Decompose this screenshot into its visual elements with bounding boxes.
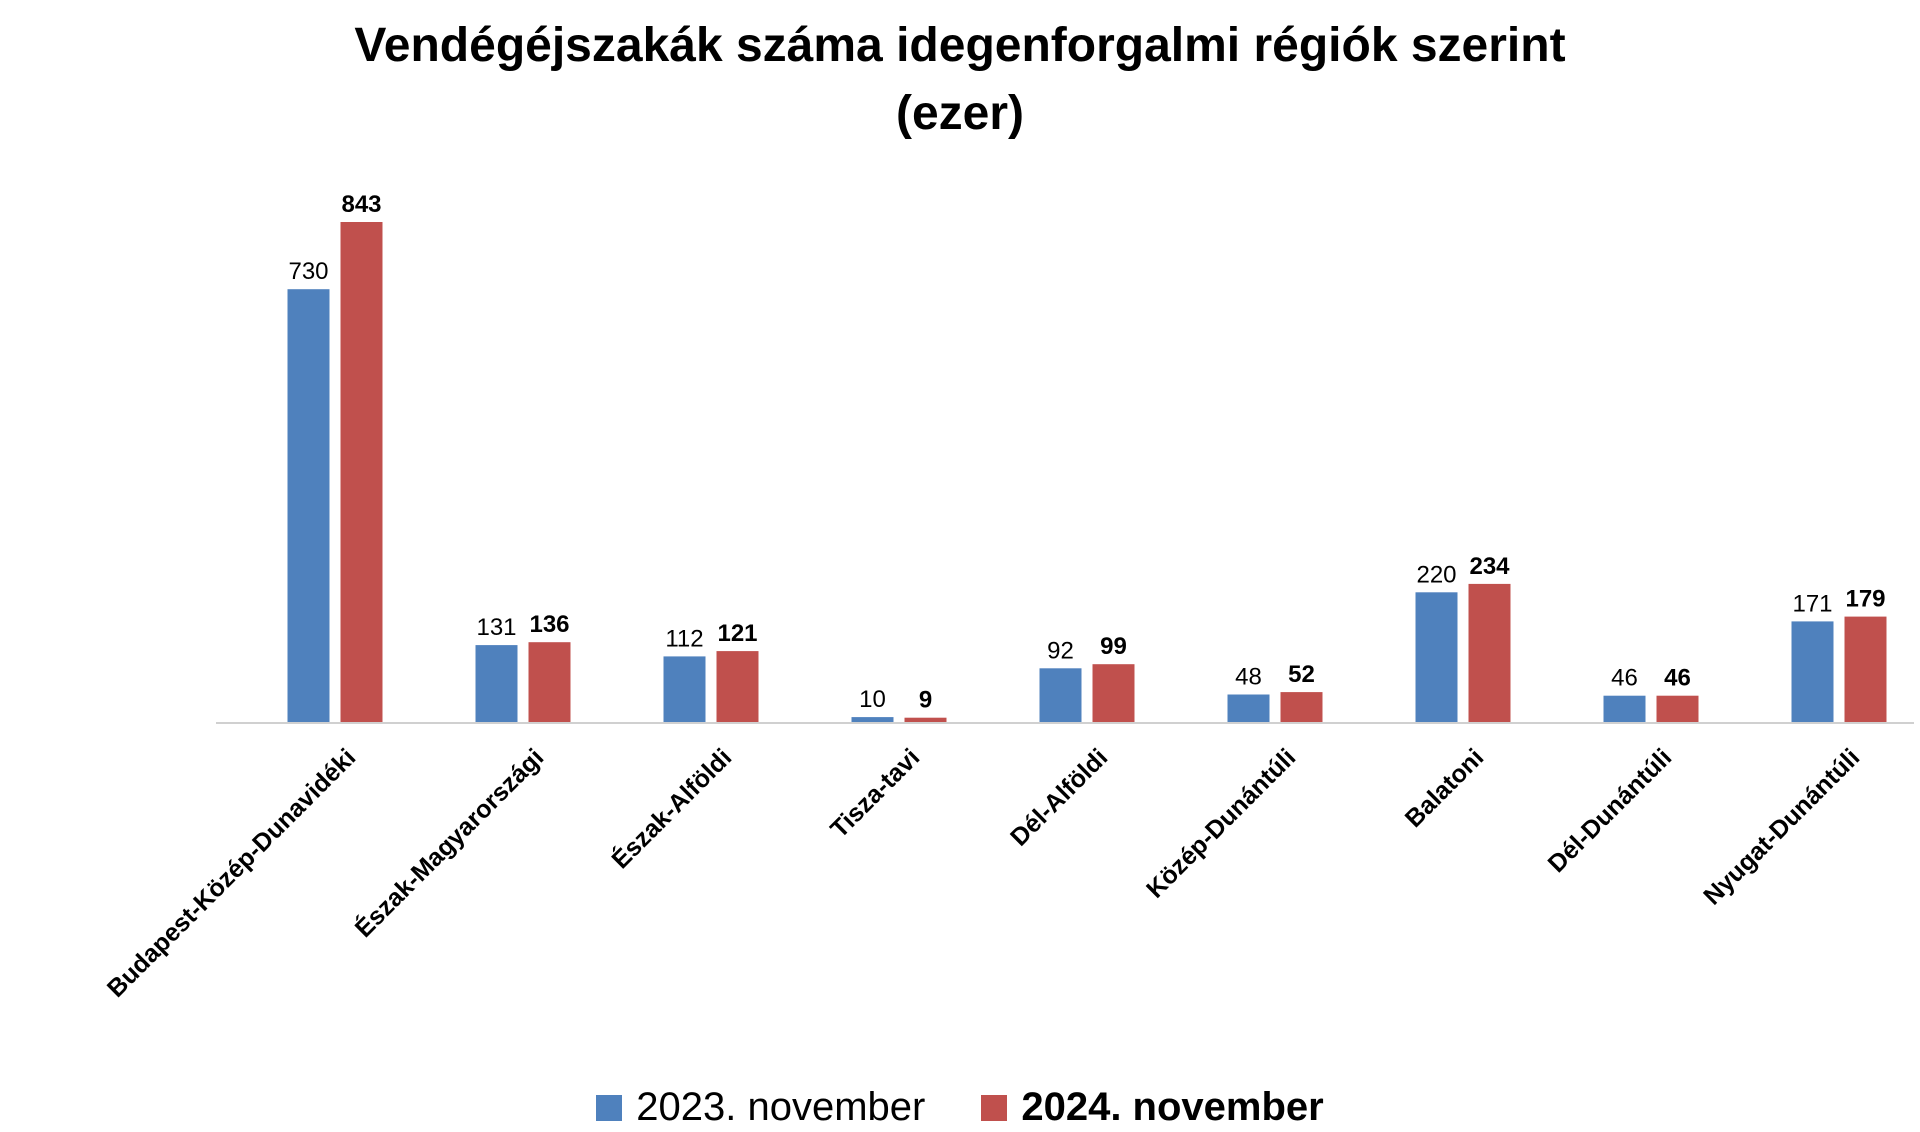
category-label-7: Dél-Dunántúli [1543, 743, 1678, 878]
category-label-4: Dél-Alföldi [1005, 743, 1113, 851]
chart-title: Vendégéjszakák száma idegenforgalmi régi… [0, 12, 1920, 148]
category-label-0: Budapest-Közép-Dunavidéki [102, 743, 361, 1002]
category-labels-group: Budapest-Közép-DunavidékiÉszak-Magyarors… [102, 743, 1865, 1003]
value-label-2024-5: 52 [1288, 661, 1315, 688]
value-label-2023-4: 92 [1047, 637, 1074, 664]
value-label-2024-6: 234 [1469, 553, 1510, 580]
bar-2024-4 [1092, 664, 1135, 723]
value-label-2023-1: 131 [476, 614, 516, 641]
bar-2024-8 [1844, 616, 1887, 723]
value-label-2023-2: 112 [665, 625, 703, 652]
value-labels-group: 730 843 131 136 112 121 10 9 92 99 48 52 220 234 46 46 1… [288, 191, 1885, 714]
value-label-2023-7: 46 [1611, 665, 1638, 692]
category-label-8: Nyugat-Dunántúli [1698, 743, 1865, 910]
bar-2023-3 [851, 717, 894, 723]
category-label-2: Észak-Alföldi [606, 743, 738, 875]
chart-subtitle: (ezer) [895, 87, 1025, 140]
category-label-5: Közép-Dunántúli [1141, 743, 1301, 903]
bar-2023-8 [1791, 621, 1834, 723]
bar-2024-0 [340, 222, 383, 723]
value-label-2023-6: 220 [1416, 561, 1456, 588]
bar-2023-6 [1415, 592, 1458, 723]
bar-2024-7 [1656, 695, 1699, 723]
legend-swatch-2023 [596, 1094, 623, 1121]
value-label-2024-2: 121 [717, 620, 757, 647]
bar-2023-7 [1603, 695, 1646, 723]
legend-item-2023: 2023. november [596, 1085, 925, 1130]
value-label-2024-3: 9 [919, 687, 932, 714]
value-label-2024-4: 99 [1100, 633, 1127, 660]
category-label-6: Balatoni [1400, 743, 1490, 833]
legend-swatch-2024 [981, 1094, 1008, 1121]
category-label-1: Észak-Magyarországi [349, 743, 549, 943]
value-label-2023-3: 10 [859, 686, 886, 713]
bar-2024-6 [1468, 583, 1511, 723]
value-label-2023-8: 171 [1792, 590, 1832, 617]
bar-2023-0 [287, 289, 330, 723]
legend-label-2023: 2023. november [636, 1085, 926, 1129]
bar-2024-3 [904, 717, 947, 723]
legend: 2023. november 2024. november [0, 1083, 1920, 1132]
value-label-2024-7: 46 [1664, 665, 1691, 692]
legend-item-2024: 2024. november [981, 1085, 1324, 1130]
bars-group [287, 222, 1887, 723]
bar-2023-4 [1039, 668, 1082, 723]
category-label-3: Tisza-tavi [825, 743, 925, 843]
bar-2023-5 [1227, 694, 1270, 723]
value-label-2023-5: 48 [1235, 664, 1262, 691]
legend-label-2024: 2024. november [1021, 1085, 1324, 1129]
value-label-2024-1: 136 [529, 611, 569, 638]
value-label-2024-0: 843 [341, 191, 381, 218]
bar-2024-2 [716, 651, 759, 723]
chart-title-main: Vendégéjszakák száma idegenforgalmi régi… [354, 19, 1566, 72]
bar-2024-1 [528, 642, 571, 723]
bar-2024-5 [1280, 692, 1323, 723]
bar-2023-1 [475, 645, 518, 723]
value-label-2024-8: 179 [1845, 586, 1885, 613]
bar-2023-2 [663, 656, 706, 723]
value-label-2023-0: 730 [288, 258, 328, 285]
